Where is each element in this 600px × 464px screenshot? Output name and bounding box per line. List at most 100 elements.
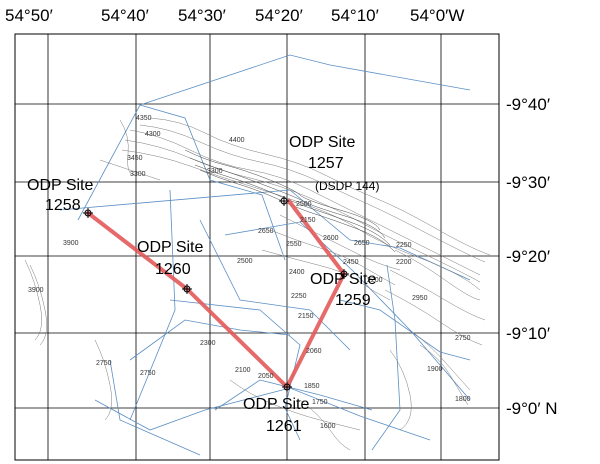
site-marker-1260 bbox=[182, 284, 192, 294]
site-1258-number: 1258 bbox=[45, 197, 81, 214]
site-1260-name: ODP Site bbox=[137, 239, 204, 256]
contour-label: 1850 bbox=[304, 383, 320, 390]
site-markers bbox=[83, 196, 349, 392]
contour-line bbox=[409, 329, 471, 391]
contour-label: 3900 bbox=[63, 240, 79, 247]
contour-label: 1750 bbox=[312, 399, 328, 406]
lat-label-9-20: -9°20′ bbox=[506, 247, 550, 266]
survey-track bbox=[339, 299, 471, 361]
contour-label: 2500 bbox=[296, 201, 312, 208]
site-1257-extra: (DSDP 144) bbox=[315, 179, 379, 193]
contour-label: 2500 bbox=[237, 258, 253, 265]
contour-label: 3450 bbox=[127, 155, 143, 162]
contour-label: 2450 bbox=[343, 259, 359, 266]
site-1259-number: 1259 bbox=[335, 292, 371, 309]
contour-label: 2550 bbox=[286, 241, 302, 248]
contour-label: 2150 bbox=[300, 217, 316, 224]
lon-label-54-50: 54°50′ bbox=[5, 6, 53, 25]
contour-line bbox=[199, 169, 396, 253]
contour-line bbox=[119, 119, 136, 176]
contour-line bbox=[139, 124, 486, 263]
lon-label-54-20: 54°20′ bbox=[255, 6, 303, 25]
survey-track bbox=[371, 264, 401, 451]
lat-label-9-30: -9°30′ bbox=[506, 173, 550, 192]
contour-line bbox=[99, 159, 161, 181]
contour-label: 2050 bbox=[258, 373, 274, 380]
site-marker-1259 bbox=[339, 269, 349, 279]
map-frame bbox=[14, 33, 500, 461]
survey-track bbox=[109, 359, 201, 456]
contour-label: 3300 bbox=[130, 171, 146, 178]
contour-line bbox=[419, 344, 469, 406]
contour-label: 2150 bbox=[298, 313, 314, 320]
contour-labels: 4350 4400 3450 3300 4300 3300 2150 2650 … bbox=[28, 115, 471, 430]
contour-label: 1800 bbox=[455, 396, 471, 403]
contour-label: 1900 bbox=[427, 366, 443, 373]
contour-label: 3900 bbox=[28, 287, 44, 294]
bathymetry-contours bbox=[24, 117, 491, 451]
contour-line bbox=[124, 139, 481, 283]
lon-label-54-40: 54°40′ bbox=[101, 6, 149, 25]
contour-line bbox=[24, 259, 42, 341]
contour-line bbox=[129, 129, 481, 276]
lat-label-9-00: -9°0′ N bbox=[506, 399, 558, 418]
site-labels: ODP Site 1258 ODP Site 1260 ODP Site 125… bbox=[27, 134, 379, 435]
survey-track bbox=[129, 319, 291, 361]
contour-line bbox=[194, 164, 391, 246]
contour-line bbox=[299, 399, 351, 451]
contour-line bbox=[229, 379, 361, 431]
lat-label-9-40: -9°40′ bbox=[506, 95, 550, 114]
contour-label: 2200 bbox=[367, 277, 383, 284]
survey-track bbox=[94, 387, 431, 441]
contour-label: 2600 bbox=[323, 235, 339, 242]
contour-label: 2200 bbox=[396, 259, 412, 266]
contour-line bbox=[389, 269, 486, 321]
contour-label: 2750 bbox=[96, 360, 112, 367]
contour-label: 3300 bbox=[207, 168, 223, 175]
contour-label: 2650 bbox=[354, 240, 370, 247]
contour-label: 2400 bbox=[289, 269, 305, 276]
contour-label: 2950 bbox=[412, 295, 428, 302]
contour-label: 2250 bbox=[291, 293, 307, 300]
contour-label: 2300 bbox=[200, 340, 216, 347]
lon-label-54-10: 54°10′ bbox=[331, 6, 379, 25]
survey-track bbox=[224, 221, 471, 401]
site-1260-number: 1260 bbox=[155, 261, 191, 278]
lon-label-54-00: 54°0′W bbox=[410, 6, 464, 25]
contour-label: 2250 bbox=[396, 242, 412, 249]
contour-line bbox=[29, 264, 47, 346]
contour-line bbox=[389, 349, 412, 431]
latitude-labels: -9°40′ -9°30′ -9°20′ -9°10′ -9°0′ N bbox=[506, 95, 558, 418]
site-marker-1258 bbox=[83, 208, 93, 218]
lon-label-54-30: 54°30′ bbox=[178, 6, 226, 25]
contour-label: 2750 bbox=[140, 370, 156, 377]
survey-track bbox=[139, 54, 471, 106]
site-1259-name: ODP Site bbox=[310, 271, 377, 288]
survey-track bbox=[129, 189, 176, 421]
contour-line bbox=[279, 214, 401, 271]
site-1261-number: 1261 bbox=[266, 418, 302, 435]
survey-track bbox=[199, 219, 351, 351]
contour-label: 4300 bbox=[145, 131, 161, 138]
contour-line bbox=[384, 289, 483, 346]
contour-line bbox=[394, 249, 481, 301]
contour-label: 4400 bbox=[229, 137, 245, 144]
lat-label-9-10: -9°10′ bbox=[506, 324, 550, 343]
contour-label: 4350 bbox=[136, 115, 152, 122]
site-1257-number: 1257 bbox=[308, 155, 344, 172]
survey-track bbox=[169, 299, 301, 441]
site-1261-name: ODP Site bbox=[243, 396, 310, 413]
survey-track bbox=[59, 189, 471, 281]
longitude-labels: 54°50′ 54°40′ 54°30′ 54°20′ 54°10′ 54°0′… bbox=[5, 6, 464, 25]
contour-line bbox=[121, 149, 481, 291]
contour-line bbox=[149, 117, 491, 256]
contour-label: 1600 bbox=[320, 423, 336, 430]
contour-label: 2750 bbox=[455, 335, 471, 342]
contour-line bbox=[94, 339, 112, 421]
contour-label: 2060 bbox=[306, 348, 322, 355]
survey-track bbox=[77, 104, 286, 261]
site-1258-name: ODP Site bbox=[27, 177, 94, 194]
contour-line bbox=[269, 229, 396, 286]
site-marker-1261 bbox=[282, 382, 292, 392]
